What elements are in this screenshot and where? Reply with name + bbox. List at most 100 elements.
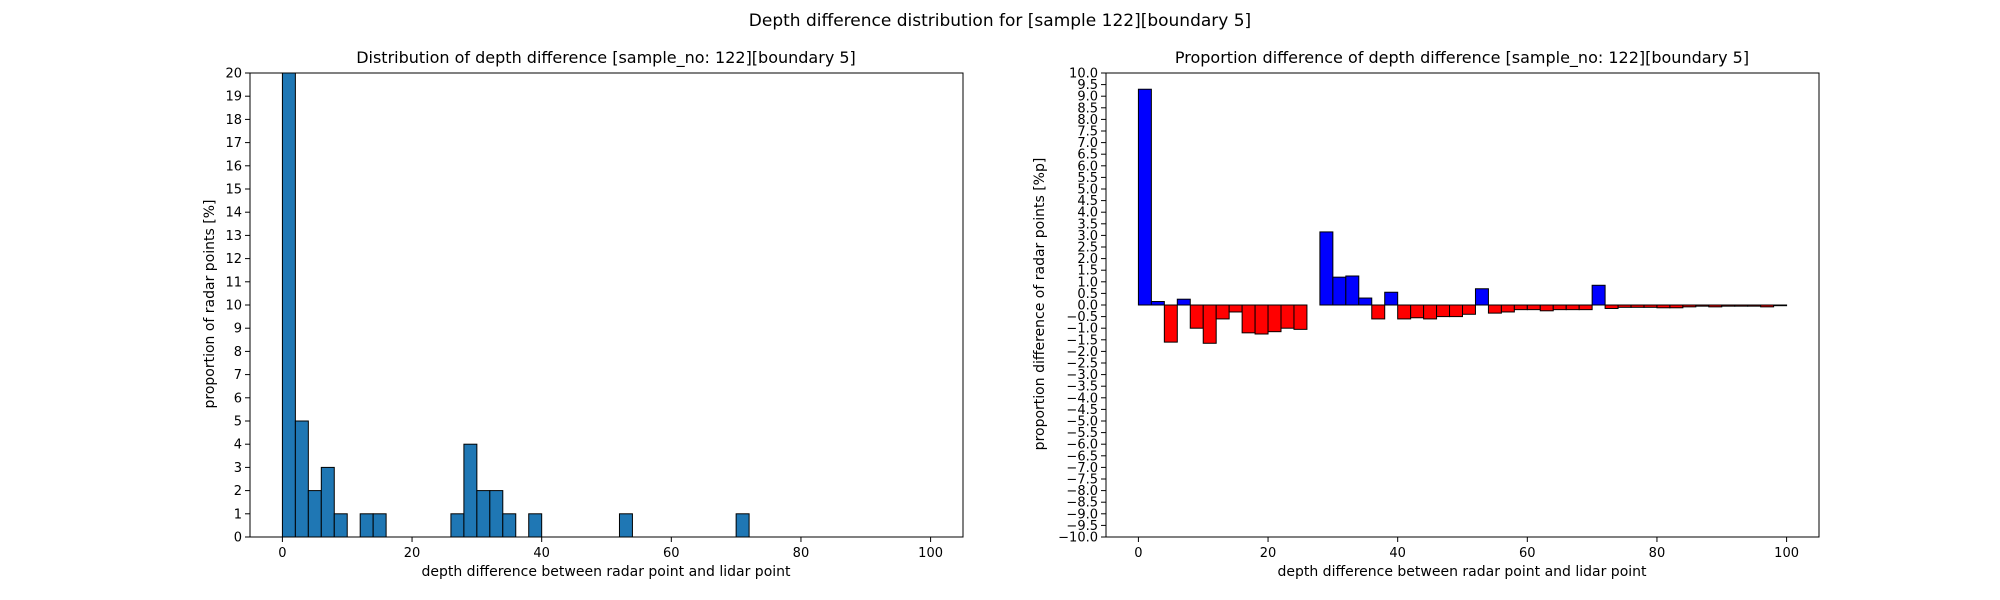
- proportion-difference-y-tick-label: −9.0: [1066, 507, 1098, 522]
- proportion-difference-bar: [1410, 304, 1425, 319]
- distribution-chart-xlabel: depth difference between radar point and…: [421, 564, 791, 580]
- proportion-difference-y-tick-label: 8.5: [1077, 101, 1098, 116]
- distribution-y-tick-label: 3: [234, 461, 242, 476]
- proportion-difference-bar: [1656, 304, 1671, 309]
- distribution-y-tick-label: 19: [225, 90, 242, 105]
- distribution-y-tick-label: 11: [225, 275, 242, 290]
- proportion-difference-plot-frame: [1105, 72, 1820, 538]
- proportion-difference-bar: [1578, 304, 1593, 311]
- distribution-x-tick-label: 40: [533, 546, 550, 561]
- proportion-difference-chart-title: Proportion difference of depth differenc…: [1175, 48, 1749, 68]
- proportion-difference-bar: [1513, 304, 1528, 311]
- proportion-difference-x-tick-label: 100: [1774, 546, 1799, 561]
- distribution-bar: [618, 513, 633, 538]
- proportion-difference-y-tick-label: −7.0: [1066, 461, 1098, 476]
- proportion-difference-bar: [1189, 304, 1204, 329]
- proportion-difference-bar: [1293, 304, 1308, 330]
- proportion-difference-bar: [1604, 304, 1619, 309]
- distribution-y-tick-label: 15: [225, 183, 242, 198]
- distribution-y-tick-label: 16: [225, 159, 242, 174]
- proportion-difference-y-tick-label: −1.5: [1066, 333, 1098, 348]
- proportion-difference-y-tick-label: −10.0: [1058, 531, 1098, 546]
- proportion-difference-bar: [1215, 304, 1230, 320]
- proportion-difference-y-tick-label: −6.5: [1066, 449, 1098, 464]
- proportion-difference-y-tick-label: 10.0: [1069, 67, 1098, 82]
- distribution-bar: [528, 513, 543, 538]
- proportion-difference-chart: Proportion difference of depth differenc…: [1032, 48, 1820, 580]
- proportion-difference-x-tick-label: 20: [1260, 546, 1277, 561]
- distribution-y-tick-label: 1: [234, 507, 242, 522]
- proportion-difference-y-tick-label: 9.0: [1077, 90, 1098, 105]
- proportion-difference-bar: [1552, 304, 1567, 311]
- proportion-difference-bar: [1436, 304, 1451, 318]
- proportion-difference-y-tick-label: 2.5: [1077, 241, 1098, 256]
- proportion-difference-y-tick-label: 5.5: [1077, 171, 1098, 186]
- proportion-difference-chart-xlabel: depth difference between radar point and…: [1277, 564, 1647, 580]
- proportion-difference-bar: [1371, 304, 1386, 320]
- proportion-difference-y-tick-label: −9.5: [1066, 519, 1098, 534]
- distribution-y-tick-label: 8: [234, 345, 242, 360]
- proportion-difference-y-tick-label: 7.5: [1077, 125, 1098, 140]
- proportion-difference-bar: [1773, 304, 1788, 307]
- proportion-difference-y-tick-label: 3.0: [1077, 229, 1098, 244]
- proportion-difference-y-tick-label: −4.5: [1066, 403, 1098, 418]
- proportion-difference-bar: [1591, 284, 1606, 306]
- proportion-difference-bar: [1474, 288, 1489, 306]
- proportion-difference-y-tick-label: −2.0: [1066, 345, 1098, 360]
- proportion-difference-bar: [1617, 304, 1632, 308]
- proportion-difference-bar: [1319, 231, 1334, 306]
- proportion-difference-bar: [1280, 304, 1295, 329]
- proportion-difference-bar: [1345, 275, 1360, 306]
- proportion-difference-y-tick-label: −7.5: [1066, 473, 1098, 488]
- distribution-bars: [281, 72, 750, 538]
- proportion-difference-bar: [1643, 304, 1658, 308]
- proportion-difference-bar: [1682, 304, 1697, 308]
- proportion-difference-y-tick-label: −4.0: [1066, 391, 1098, 406]
- distribution-bar: [476, 490, 491, 538]
- distribution-chart-title: Distribution of depth difference [sample…: [356, 48, 856, 68]
- figure-title: Depth difference distribution for [sampl…: [749, 11, 1251, 31]
- proportion-difference-y-tick-label: 6.5: [1077, 148, 1098, 163]
- proportion-difference-x-tick-label: 60: [1519, 546, 1536, 561]
- proportion-difference-y-tick-label: 7.0: [1077, 136, 1098, 151]
- proportion-difference-x-tick-label: 80: [1649, 546, 1666, 561]
- distribution-y-tick-label: 18: [225, 113, 242, 128]
- proportion-difference-bar: [1747, 304, 1762, 307]
- proportion-difference-bar: [1150, 301, 1165, 306]
- distribution-x-tick-label: 0: [278, 546, 286, 561]
- proportion-difference-y-tick-label: 5.0: [1077, 183, 1098, 198]
- proportion-difference-bar: [1695, 304, 1710, 307]
- proportion-difference-bar: [1228, 304, 1243, 313]
- distribution-y-tick-label: 17: [225, 136, 242, 151]
- distribution-y-tick-label: 10: [225, 299, 242, 314]
- proportion-difference-bar: [1760, 304, 1775, 308]
- proportion-difference-bar: [1708, 304, 1723, 308]
- proportion-difference-bar: [1267, 304, 1282, 333]
- proportion-difference-y-tick-label: 4.0: [1077, 206, 1098, 221]
- distribution-y-tick-label: 5: [234, 415, 242, 430]
- proportion-difference-bars: [1137, 88, 1788, 344]
- proportion-difference-bar: [1500, 304, 1515, 313]
- proportion-difference-bar: [1384, 291, 1399, 306]
- distribution-y-tick-label: 6: [234, 391, 242, 406]
- distribution-y-tick-label: 20: [225, 67, 242, 82]
- proportion-difference-y-tick-label: 1.5: [1077, 264, 1098, 279]
- proportion-difference-y-tick-label: −2.5: [1066, 357, 1098, 372]
- distribution-x-tick-label: 100: [918, 546, 943, 561]
- proportion-difference-bar: [1358, 297, 1373, 306]
- proportion-difference-bar: [1176, 298, 1191, 306]
- proportion-difference-y-tick-label: 3.5: [1077, 217, 1098, 232]
- proportion-difference-bar: [1332, 276, 1347, 306]
- proportion-difference-y-tick-label: −6.0: [1066, 438, 1098, 453]
- proportion-difference-y-tick-label: −5.5: [1066, 426, 1098, 441]
- proportion-difference-y-tick-label: 9.5: [1077, 78, 1098, 93]
- proportion-difference-y-tick-label: −5.0: [1066, 415, 1098, 430]
- distribution-y-tick-label: 9: [234, 322, 242, 337]
- proportion-difference-bar: [1565, 304, 1580, 311]
- distribution-bar: [735, 513, 750, 538]
- proportion-difference-chart-ylabel: proportion difference of radar points [%…: [1032, 158, 1048, 451]
- distribution-plot-frame: [249, 72, 964, 538]
- distribution-bar: [281, 72, 296, 538]
- proportion-difference-bar: [1721, 304, 1736, 307]
- proportion-difference-bar: [1163, 304, 1178, 343]
